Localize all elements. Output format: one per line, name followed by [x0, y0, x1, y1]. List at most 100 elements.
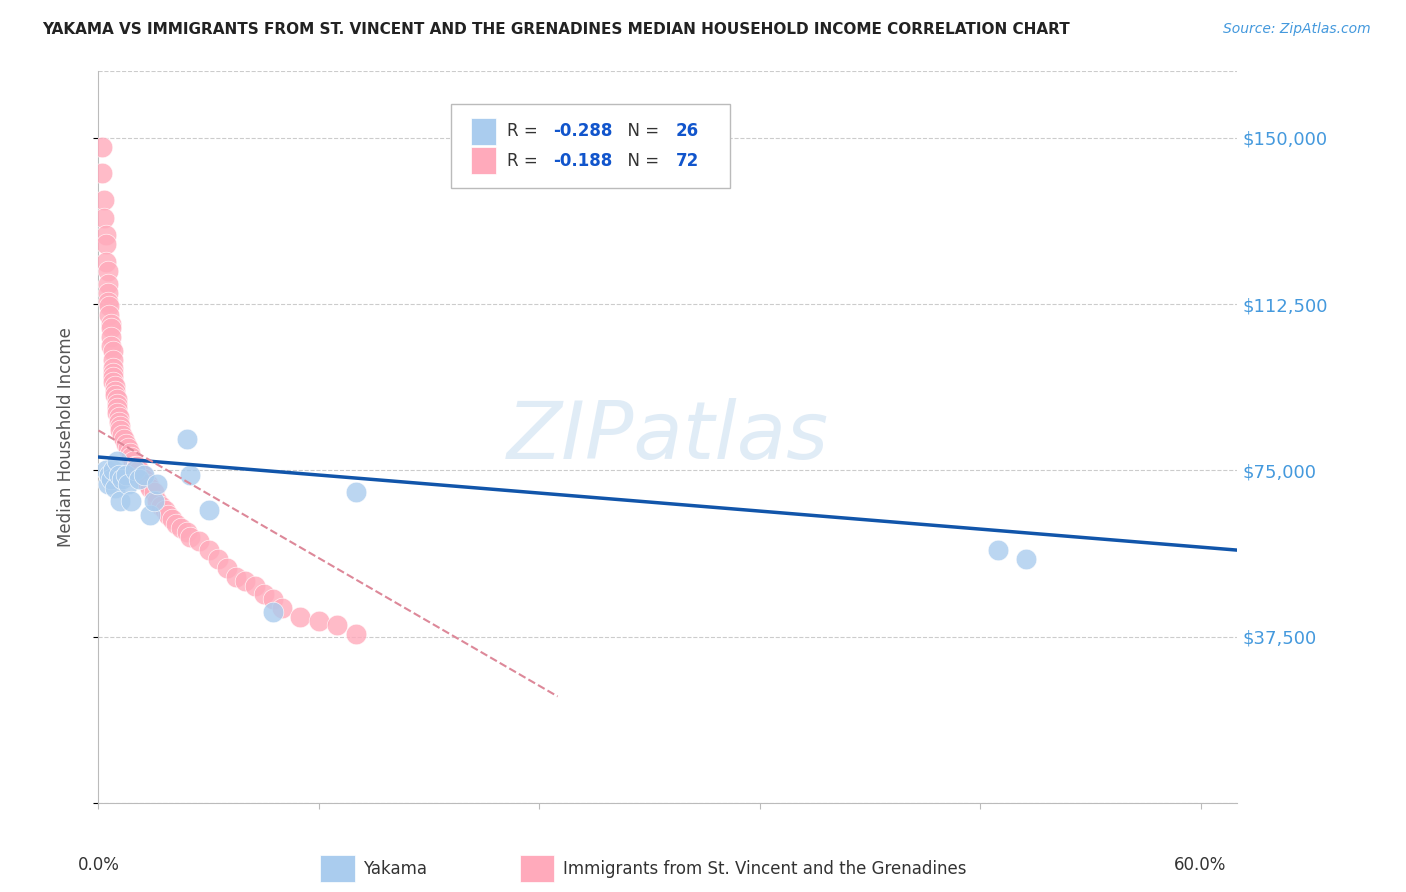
Point — [987, 543, 1010, 558]
Text: -0.288: -0.288 — [553, 122, 612, 140]
Point — [91, 166, 114, 180]
Text: N =: N = — [617, 152, 664, 169]
Point — [97, 294, 120, 309]
Point — [110, 424, 132, 438]
Point — [97, 277, 120, 292]
Point — [93, 211, 115, 225]
Point — [100, 339, 122, 353]
Point — [176, 525, 198, 540]
Point — [153, 503, 176, 517]
Point — [290, 609, 312, 624]
Point — [235, 574, 257, 589]
Text: Source: ZipAtlas.com: Source: ZipAtlas.com — [1223, 22, 1371, 37]
Y-axis label: Median Household Income: Median Household Income — [56, 327, 75, 547]
Point — [104, 379, 127, 393]
Text: 72: 72 — [676, 152, 699, 169]
Point — [104, 388, 127, 402]
Point — [94, 237, 117, 252]
Point — [91, 139, 114, 153]
Point — [105, 406, 128, 420]
Point — [97, 264, 120, 278]
Point — [207, 552, 229, 566]
Point — [139, 508, 162, 522]
Point — [101, 370, 124, 384]
Point — [124, 458, 146, 473]
Point — [98, 308, 121, 322]
Point — [94, 463, 117, 477]
FancyBboxPatch shape — [471, 147, 496, 174]
Point — [111, 472, 134, 486]
Point — [104, 384, 127, 398]
Point — [117, 441, 139, 455]
Text: Immigrants from St. Vincent and the Grenadines: Immigrants from St. Vincent and the Gren… — [562, 860, 966, 878]
Point — [142, 494, 165, 508]
Point — [344, 485, 367, 500]
Point — [101, 463, 124, 477]
Point — [136, 476, 159, 491]
Point — [262, 591, 284, 606]
FancyBboxPatch shape — [471, 118, 496, 145]
Point — [118, 445, 141, 459]
Point — [149, 499, 172, 513]
Text: YAKAMA VS IMMIGRANTS FROM ST. VINCENT AND THE GRENADINES MEDIAN HOUSEHOLD INCOME: YAKAMA VS IMMIGRANTS FROM ST. VINCENT AN… — [42, 22, 1070, 37]
Point — [121, 494, 143, 508]
Point — [179, 467, 201, 482]
Point — [107, 410, 129, 425]
Point — [1015, 552, 1038, 566]
Point — [179, 530, 201, 544]
Point — [124, 463, 146, 477]
Point — [101, 361, 124, 376]
Point — [139, 481, 162, 495]
Point — [105, 401, 128, 416]
Point — [225, 570, 247, 584]
Point — [128, 463, 150, 477]
Point — [160, 512, 183, 526]
FancyBboxPatch shape — [451, 104, 731, 188]
Point — [188, 534, 211, 549]
Point — [128, 472, 150, 486]
Point — [101, 375, 124, 389]
Text: R =: R = — [508, 122, 543, 140]
Text: Yakama: Yakama — [363, 860, 426, 878]
Point — [134, 472, 156, 486]
Point — [215, 561, 238, 575]
Point — [122, 454, 145, 468]
Point — [243, 578, 266, 592]
Point — [157, 508, 180, 522]
Point — [100, 317, 122, 331]
FancyBboxPatch shape — [321, 855, 354, 882]
Point — [115, 436, 138, 450]
Text: 26: 26 — [676, 122, 699, 140]
Text: R =: R = — [508, 152, 543, 169]
Point — [146, 476, 169, 491]
Point — [107, 467, 129, 482]
Point — [253, 587, 276, 601]
Point — [134, 467, 156, 482]
Point — [107, 415, 129, 429]
Point — [197, 503, 219, 517]
Point — [176, 432, 198, 446]
Point — [101, 352, 124, 367]
Point — [98, 467, 121, 482]
Point — [344, 627, 367, 641]
Point — [121, 450, 143, 464]
Point — [197, 543, 219, 558]
Point — [146, 494, 169, 508]
Point — [94, 228, 117, 243]
Text: -0.188: -0.188 — [553, 152, 612, 169]
Point — [111, 428, 134, 442]
Text: 60.0%: 60.0% — [1174, 856, 1226, 874]
Point — [100, 321, 122, 335]
Point — [97, 476, 120, 491]
Point — [117, 476, 139, 491]
Point — [308, 614, 330, 628]
FancyBboxPatch shape — [520, 855, 554, 882]
Point — [142, 485, 165, 500]
Point — [100, 472, 122, 486]
Point — [94, 255, 117, 269]
Point — [271, 600, 294, 615]
Point — [112, 432, 135, 446]
Point — [110, 419, 132, 434]
Point — [101, 366, 124, 380]
Text: ZIPatlas: ZIPatlas — [506, 398, 830, 476]
